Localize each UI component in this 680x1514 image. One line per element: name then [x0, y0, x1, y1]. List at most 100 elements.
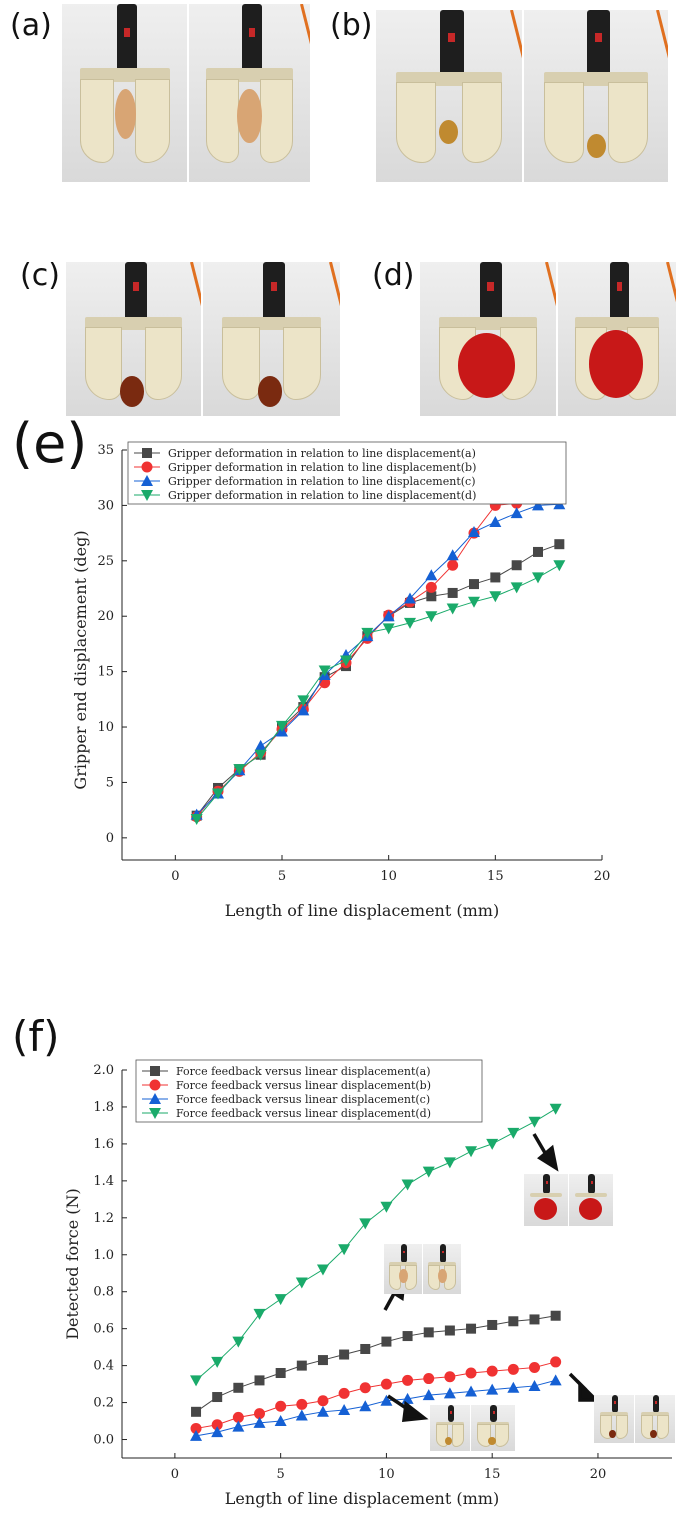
series-3-point-5 — [297, 695, 310, 707]
series-0-point-17 — [554, 539, 565, 550]
photo-gripper-fruit-closed — [203, 262, 340, 416]
series-1-point-17 — [550, 1356, 562, 1368]
series-line-0 — [196, 543, 560, 816]
series-3-point-1 — [212, 788, 224, 800]
series-line-2 — [196, 503, 560, 815]
chart-gripper-deformation: 0 5 10 15 20 0 5 10 15 20 25 30 35 Gripper deformati… — [71, 441, 610, 920]
series-1-point-11 — [425, 581, 437, 593]
series-2-point-13 — [465, 1385, 478, 1397]
series-2-point-10 — [401, 1392, 414, 1404]
series-2-point-12 — [446, 549, 459, 561]
series-1-point-9 — [380, 1378, 392, 1390]
panel-label-f: (f) — [12, 1012, 60, 1061]
series-2-point-13 — [468, 526, 480, 537]
legend-entry-3: Gripper deformation in relation to line … — [168, 489, 476, 502]
series-3-point-16 — [532, 572, 544, 584]
series-0-point-9 — [381, 1336, 392, 1347]
x-tick-label: 15 — [487, 869, 504, 884]
series-1-point-13 — [465, 1367, 477, 1379]
series-2-point-2 — [232, 1420, 245, 1432]
series-1-point-0 — [190, 1422, 202, 1434]
y-tick-label: 15 — [97, 665, 114, 680]
inset-ball-closed — [471, 1405, 515, 1451]
series-2-point-16 — [528, 1379, 541, 1391]
x-tick-label: 5 — [277, 1467, 285, 1482]
series-3-point-11 — [422, 1166, 435, 1178]
series-1-point-2 — [232, 1411, 244, 1423]
series-0-point-1 — [212, 1392, 223, 1403]
x-tick-label: 5 — [278, 869, 286, 884]
y-tick-label: 0.8 — [93, 1285, 114, 1300]
series-0-point-16 — [533, 546, 543, 557]
photo-gripper-ball-open — [376, 10, 522, 182]
series-2-point-5 — [297, 704, 310, 716]
series-line-3 — [195, 1108, 556, 1381]
series-2-point-6 — [316, 1405, 329, 1417]
ball-object — [587, 133, 607, 158]
series-3-point-7 — [340, 655, 352, 667]
x-tick-label: 10 — [378, 1467, 395, 1482]
series-1-point-15 — [507, 1363, 519, 1375]
series-2-point-8 — [359, 1400, 372, 1412]
legend: Force feedback versus linear displacemen… — [135, 1059, 483, 1123]
legend: Gripper deformation in relation to line … — [127, 441, 567, 505]
series-3-point-9 — [380, 1201, 393, 1213]
legend-point-3 — [141, 490, 153, 501]
series-0-point-0 — [191, 1406, 202, 1417]
y-tick-label: 1.0 — [93, 1248, 114, 1263]
series-2-point-15 — [510, 507, 523, 519]
legend-point-2 — [149, 1093, 161, 1104]
series-1-point-8 — [359, 1382, 371, 1394]
y-tick-label: 0.0 — [93, 1433, 114, 1448]
panel-label-a: (a) — [10, 8, 52, 43]
legend-box — [135, 1059, 483, 1123]
series-3-point-3 — [254, 749, 267, 761]
y-tick-label: 0.6 — [93, 1322, 114, 1337]
series-3-point-1 — [211, 1356, 224, 1368]
inset-photos-fruit — [594, 1395, 675, 1443]
legend-point-1 — [141, 461, 153, 473]
y-tick-label: 1.4 — [93, 1174, 114, 1189]
series-1-point-6 — [317, 1395, 329, 1407]
series-0-point-5 — [296, 1360, 307, 1371]
photo-group-b — [376, 10, 668, 182]
y-tick-label: 35 — [97, 443, 114, 458]
series-2-point-3 — [253, 1416, 266, 1428]
fruit-object — [257, 375, 283, 407]
series-1-point-10 — [402, 1374, 414, 1386]
series-2-point-1 — [211, 1426, 224, 1438]
series-0-point-15 — [511, 560, 522, 571]
series-0-point-14 — [490, 572, 501, 583]
series-0-point-12 — [444, 1325, 455, 1336]
inset-egg-open — [384, 1244, 422, 1294]
ball-object — [438, 120, 458, 145]
x-tick-label: 20 — [590, 1467, 607, 1482]
series-0-point-4 — [275, 1368, 286, 1379]
legend-entry-2: Gripper deformation in relation to line … — [168, 475, 475, 488]
inset-photos-tomato — [524, 1174, 613, 1226]
series-line-0 — [195, 1315, 556, 1413]
photo-gripper-egg-open — [62, 4, 187, 182]
photo-group-a — [62, 4, 310, 182]
series-3-point-8 — [359, 1218, 372, 1230]
inset-ball-open — [430, 1405, 470, 1451]
y-tick-label: 5 — [106, 775, 114, 790]
inset-photos-egg — [384, 1244, 461, 1294]
series-2-point-4 — [274, 1415, 287, 1427]
photo-group-c — [66, 262, 340, 416]
series-0-point-3 — [254, 1375, 265, 1386]
series-0 — [191, 1310, 561, 1417]
y-tick-label: 0.4 — [93, 1359, 114, 1374]
inset-egg-closed — [423, 1244, 461, 1294]
chart-force-feedback: 0 5 10 15 20 0.0 0.2 0.4 0.6 0.8 1.0 1.2 1.4 1.6 1.8 2.… — [63, 1059, 672, 1508]
series-3-point-6 — [318, 665, 331, 677]
series-2-point-9 — [382, 610, 395, 622]
inset-fruit-open — [594, 1395, 634, 1443]
fruit-object — [120, 375, 145, 407]
series-3-point-15 — [507, 1127, 520, 1139]
photo-group-d — [420, 262, 676, 416]
plot-frame — [121, 450, 602, 861]
series-0-point-6 — [317, 1355, 328, 1366]
y-tick-label: 0 — [106, 831, 114, 846]
series-1-point-11 — [423, 1373, 435, 1385]
